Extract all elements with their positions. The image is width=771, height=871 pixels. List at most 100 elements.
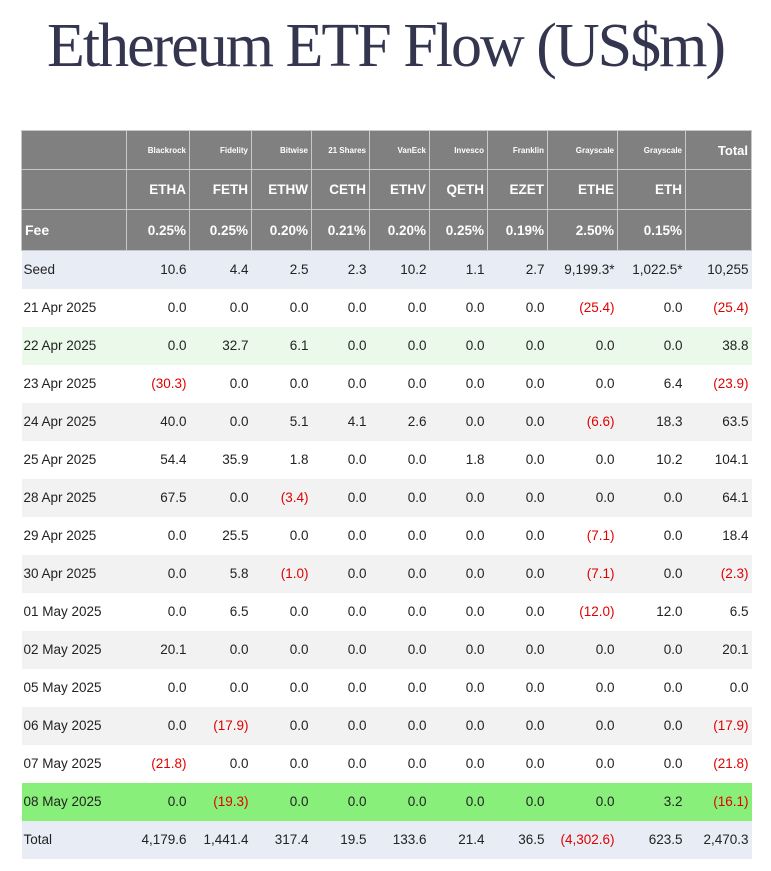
flow-cell: 0.0 <box>369 554 430 593</box>
flow-cell: 0.0 <box>189 744 252 783</box>
flow-cell: (1.0) <box>251 554 312 593</box>
issuer-header-row: Blackrock Fidelity Bitwise 21 Shares Van… <box>21 130 752 170</box>
flow-cell: 0.0 <box>251 516 312 555</box>
flow-cell: 0.0 <box>251 364 312 403</box>
flow-cell: (12.0) <box>547 592 618 631</box>
flow-cell: 0.0 <box>311 592 370 631</box>
flow-cell: 0.0 <box>429 630 488 669</box>
flow-cell: 0.0 <box>429 744 488 783</box>
table-row: 21 Apr 2025 0.0 0.0 0.0 0.0 0.0 0.0 0.0 (25.4) 0.… <box>21 288 752 327</box>
flow-cell: 0.0 <box>369 782 430 821</box>
fee-value: 0.25% <box>126 209 190 251</box>
flow-cell: 0.0 <box>189 402 252 441</box>
flow-cell: 0.0 <box>251 706 312 745</box>
flow-cell: 0.0 <box>429 592 488 631</box>
flow-cell: (21.8) <box>126 744 190 783</box>
flow-cell: 5.8 <box>189 554 252 593</box>
row-label: 30 Apr 2025 <box>21 554 127 593</box>
flow-cell: 0.0 <box>311 706 370 745</box>
issuer-label: Invesco <box>429 130 488 170</box>
etf-flow-table: Blackrock Fidelity Bitwise 21 Shares Van… <box>21 130 752 859</box>
flow-cell: 0.0 <box>487 706 548 745</box>
flow-cell: 0.0 <box>429 516 488 555</box>
flow-cell: 3.2 <box>617 782 686 821</box>
flow-cell: (6.6) <box>547 402 618 441</box>
row-label: 29 Apr 2025 <box>21 516 127 555</box>
flow-cell: 0.0 <box>617 326 686 365</box>
total-header: Total <box>685 130 752 170</box>
row-label: 06 May 2025 <box>21 706 127 745</box>
flow-cell: 1,022.5* <box>617 250 686 289</box>
issuer-label: 21 Shares <box>311 130 370 170</box>
issuer-label: Grayscale <box>617 130 686 170</box>
flow-cell: 0.0 <box>311 668 370 707</box>
flow-cell: 0.0 <box>487 478 548 517</box>
row-total-cell: (21.8) <box>685 744 752 783</box>
flow-cell: 0.0 <box>617 630 686 669</box>
flow-cell: 0.0 <box>126 554 190 593</box>
row-total-cell: (25.4) <box>685 288 752 327</box>
flow-cell: 0.0 <box>369 478 430 517</box>
flow-cell: 0.0 <box>251 782 312 821</box>
row-total-cell: (16.1) <box>685 782 752 821</box>
row-total-cell: (2.3) <box>685 554 752 593</box>
flow-cell: 0.0 <box>617 288 686 327</box>
flow-cell: 0.0 <box>311 630 370 669</box>
row-total-cell: 6.5 <box>685 592 752 631</box>
flow-cell: 40.0 <box>126 402 190 441</box>
flow-cell: 0.0 <box>487 630 548 669</box>
row-total-cell: 63.5 <box>685 402 752 441</box>
flow-cell: 0.0 <box>251 668 312 707</box>
row-label: 08 May 2025 <box>21 782 127 821</box>
fee-value: 0.15% <box>617 209 686 251</box>
issuer-label: Franklin <box>487 130 548 170</box>
flow-cell: 0.0 <box>429 782 488 821</box>
flow-cell: 0.0 <box>311 516 370 555</box>
flow-cell: 0.0 <box>251 630 312 669</box>
flow-cell: 4.1 <box>311 402 370 441</box>
flow-cell: 0.0 <box>429 364 488 403</box>
flow-cell: 0.0 <box>617 554 686 593</box>
row-label: 24 Apr 2025 <box>21 402 127 441</box>
flow-cell: (7.1) <box>547 516 618 555</box>
seed-row: Seed 10.6 4.4 2.5 2.3 10.2 1.1 2.7 9,199.3* 1,022… <box>21 250 752 289</box>
table-row: 24 Apr 2025 40.0 0.0 5.1 4.1 2.6 0.0 0.0 (6.6) 18… <box>21 402 752 441</box>
flow-cell: 0.0 <box>487 364 548 403</box>
flow-cell: 9,199.3* <box>547 250 618 289</box>
flow-cell: 0.0 <box>617 668 686 707</box>
fee-value: 0.21% <box>311 209 370 251</box>
flow-cell: 4.4 <box>189 250 252 289</box>
row-label: 23 Apr 2025 <box>21 364 127 403</box>
flow-cell: 0.0 <box>547 668 618 707</box>
ticker-label: ETH <box>617 169 686 210</box>
flow-cell: 0.0 <box>487 782 548 821</box>
flow-cell: 0.0 <box>487 516 548 555</box>
flow-cell: 0.0 <box>487 744 548 783</box>
row-label: 25 Apr 2025 <box>21 440 127 479</box>
header-blank <box>685 209 752 251</box>
row-label: 02 May 2025 <box>21 630 127 669</box>
flow-cell: 0.0 <box>369 516 430 555</box>
flow-cell: 0.0 <box>369 364 430 403</box>
flow-cell: 0.0 <box>487 592 548 631</box>
flow-cell: 19.5 <box>311 820 370 859</box>
flow-cell: 0.0 <box>547 440 618 479</box>
flow-table-body: Seed 10.6 4.4 2.5 2.3 10.2 1.1 2.7 9,199.3* 1,022… <box>21 250 752 859</box>
flow-cell: 0.0 <box>547 630 618 669</box>
flow-cell: 6.5 <box>189 592 252 631</box>
flow-cell: 0.0 <box>126 782 190 821</box>
flow-cell: 1,441.4 <box>189 820 252 859</box>
flow-cell: 0.0 <box>189 288 252 327</box>
flow-cell: 6.4 <box>617 364 686 403</box>
issuer-label: Grayscale <box>547 130 618 170</box>
ticker-label: FETH <box>189 169 252 210</box>
flow-cell: 0.0 <box>487 402 548 441</box>
fee-value: 0.20% <box>251 209 312 251</box>
ticker-label: CETH <box>311 169 370 210</box>
flow-cell: (30.3) <box>126 364 190 403</box>
flow-cell: 67.5 <box>126 478 190 517</box>
flow-cell: 0.0 <box>487 288 548 327</box>
flow-cell: 0.0 <box>126 516 190 555</box>
fee-value: 0.19% <box>487 209 548 251</box>
flow-cell: 0.0 <box>429 326 488 365</box>
